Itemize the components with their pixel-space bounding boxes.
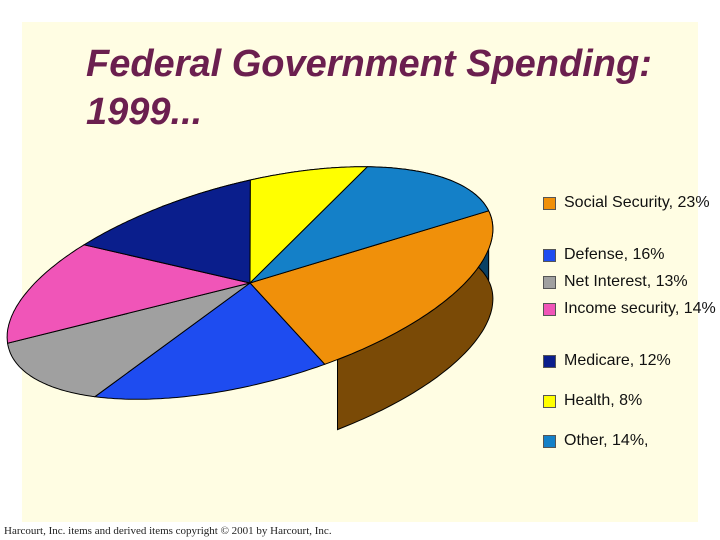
legend-label: Net Interest, 13% — [564, 273, 688, 290]
legend-label: Defense, 16% — [564, 246, 665, 263]
legend-label: Health, 8% — [564, 392, 643, 409]
legend-swatch — [543, 276, 556, 289]
legend-label: Medicare, 12% — [564, 352, 671, 369]
legend-swatch — [543, 303, 556, 316]
pie-slice-6 — [249, 166, 490, 284]
legend-swatch — [543, 355, 556, 368]
pie-slice-4 — [82, 179, 251, 284]
legend-label: Social Security, 23% — [564, 194, 710, 211]
legend-swatch — [543, 249, 556, 262]
pie-slice-0 — [249, 210, 494, 365]
pie-tops — [6, 166, 494, 400]
legend-swatch — [543, 197, 556, 210]
legend-swatch — [543, 395, 556, 408]
pie-slice-2 — [7, 282, 251, 398]
pie-slice-1 — [93, 282, 326, 400]
chart-title: Federal Government Spending: 1999... — [86, 43, 652, 133]
legend-label: Other, 14%, — [564, 432, 649, 449]
copyright-footer: Harcourt, Inc. items and derived items c… — [4, 525, 332, 537]
legend-label: Income security, 14% — [564, 300, 716, 317]
legend-swatch — [543, 435, 556, 448]
